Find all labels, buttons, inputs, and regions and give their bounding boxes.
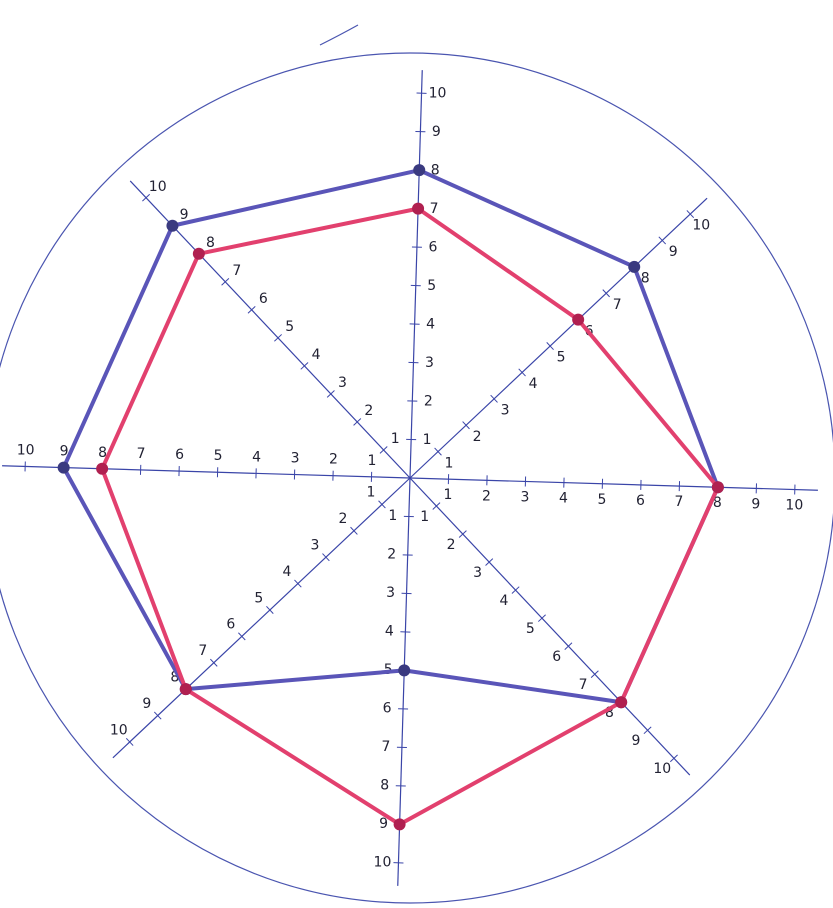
tick-label: 4 bbox=[559, 491, 568, 507]
tick-label: 3 bbox=[310, 538, 319, 554]
tick-label: 4 bbox=[499, 593, 508, 609]
tick-label: 1 bbox=[388, 508, 397, 524]
arrow bbox=[320, 25, 358, 45]
tick-label: 3 bbox=[425, 355, 434, 371]
tick-label: 3 bbox=[291, 451, 300, 467]
tick-label: 7 bbox=[674, 494, 683, 510]
tick-label: 6 bbox=[226, 617, 235, 633]
tick-label: 10 bbox=[149, 179, 167, 195]
tick-label: 5 bbox=[526, 621, 535, 637]
tick-label: 9 bbox=[432, 124, 441, 140]
tick-label: 8 bbox=[380, 777, 389, 793]
point bbox=[193, 248, 205, 260]
tick-label: 10 bbox=[374, 854, 392, 870]
tick-label: 2 bbox=[482, 488, 491, 504]
tick-label: 5 bbox=[597, 492, 606, 508]
tick-label: 7 bbox=[232, 263, 241, 279]
tick-label: 2 bbox=[387, 546, 396, 562]
tick-label: 3 bbox=[386, 585, 395, 601]
tick-label: 7 bbox=[430, 201, 439, 217]
tick-label: 3 bbox=[338, 375, 347, 391]
tick-label: 6 bbox=[552, 649, 561, 665]
tick-label: 1 bbox=[444, 487, 453, 503]
tick-label: 6 bbox=[383, 700, 392, 716]
tick-label: 1 bbox=[367, 485, 376, 501]
tick-label: 1 bbox=[368, 453, 377, 469]
point bbox=[572, 314, 584, 326]
tick-label: 2 bbox=[424, 394, 433, 410]
point bbox=[398, 664, 410, 676]
tick-label: 10 bbox=[17, 442, 35, 458]
tick-label: 6 bbox=[259, 291, 268, 307]
tick-label: 7 bbox=[198, 643, 207, 659]
tick-label: 1 bbox=[445, 455, 454, 471]
tick-label: 2 bbox=[339, 511, 348, 527]
point bbox=[628, 261, 640, 273]
tick-label: 9 bbox=[631, 733, 640, 749]
tick-label: 4 bbox=[312, 347, 321, 363]
point bbox=[96, 463, 108, 475]
tick-label: 1 bbox=[420, 509, 429, 525]
tick-label: 6 bbox=[175, 447, 184, 463]
tick-label: 10 bbox=[785, 498, 803, 514]
tick-label: 2 bbox=[473, 429, 482, 445]
point bbox=[413, 164, 425, 176]
tick-label: 6 bbox=[428, 240, 437, 256]
tick-label: 9 bbox=[751, 496, 760, 512]
tick-label: 4 bbox=[385, 623, 394, 639]
tick-label: 3 bbox=[521, 489, 530, 505]
tick-label: 7 bbox=[579, 677, 588, 693]
tick-label: 5 bbox=[557, 350, 566, 366]
tick-label: 5 bbox=[427, 278, 436, 294]
tick-label: 4 bbox=[529, 376, 538, 392]
tick-label: 4 bbox=[252, 449, 261, 465]
point bbox=[166, 220, 178, 232]
tick-label: 3 bbox=[501, 402, 510, 418]
tick-label: 7 bbox=[381, 739, 390, 755]
tick-label: 7 bbox=[613, 297, 622, 313]
tick-label: 10 bbox=[110, 722, 128, 738]
point bbox=[58, 462, 70, 474]
point bbox=[180, 683, 192, 695]
tick-label: 10 bbox=[653, 761, 671, 777]
tick-label: 2 bbox=[329, 452, 338, 468]
tick-label: 2 bbox=[364, 403, 373, 419]
point bbox=[615, 696, 627, 708]
tick-label: 4 bbox=[426, 317, 435, 333]
tick-label: 7 bbox=[137, 446, 146, 462]
point bbox=[394, 818, 406, 830]
tick-label: 4 bbox=[282, 564, 291, 580]
tick-label: 5 bbox=[254, 590, 263, 606]
tick-label: 6 bbox=[636, 493, 645, 509]
tick-label: 9 bbox=[669, 244, 678, 260]
tick-label: 5 bbox=[285, 319, 294, 335]
tick-label: 1 bbox=[423, 432, 432, 448]
tick-label: 10 bbox=[692, 218, 710, 234]
tick-label: 9 bbox=[142, 696, 151, 712]
tick-label: 2 bbox=[447, 537, 456, 553]
tick-label: 5 bbox=[214, 448, 223, 464]
tick-label: 8 bbox=[206, 235, 215, 251]
point bbox=[712, 481, 724, 493]
point bbox=[412, 203, 424, 215]
tick-label: 10 bbox=[429, 86, 447, 102]
tick-label: 1 bbox=[391, 431, 400, 447]
tick-label: 3 bbox=[473, 565, 482, 581]
chart: 1234567891012345678910123456789101234567… bbox=[0, 0, 833, 908]
